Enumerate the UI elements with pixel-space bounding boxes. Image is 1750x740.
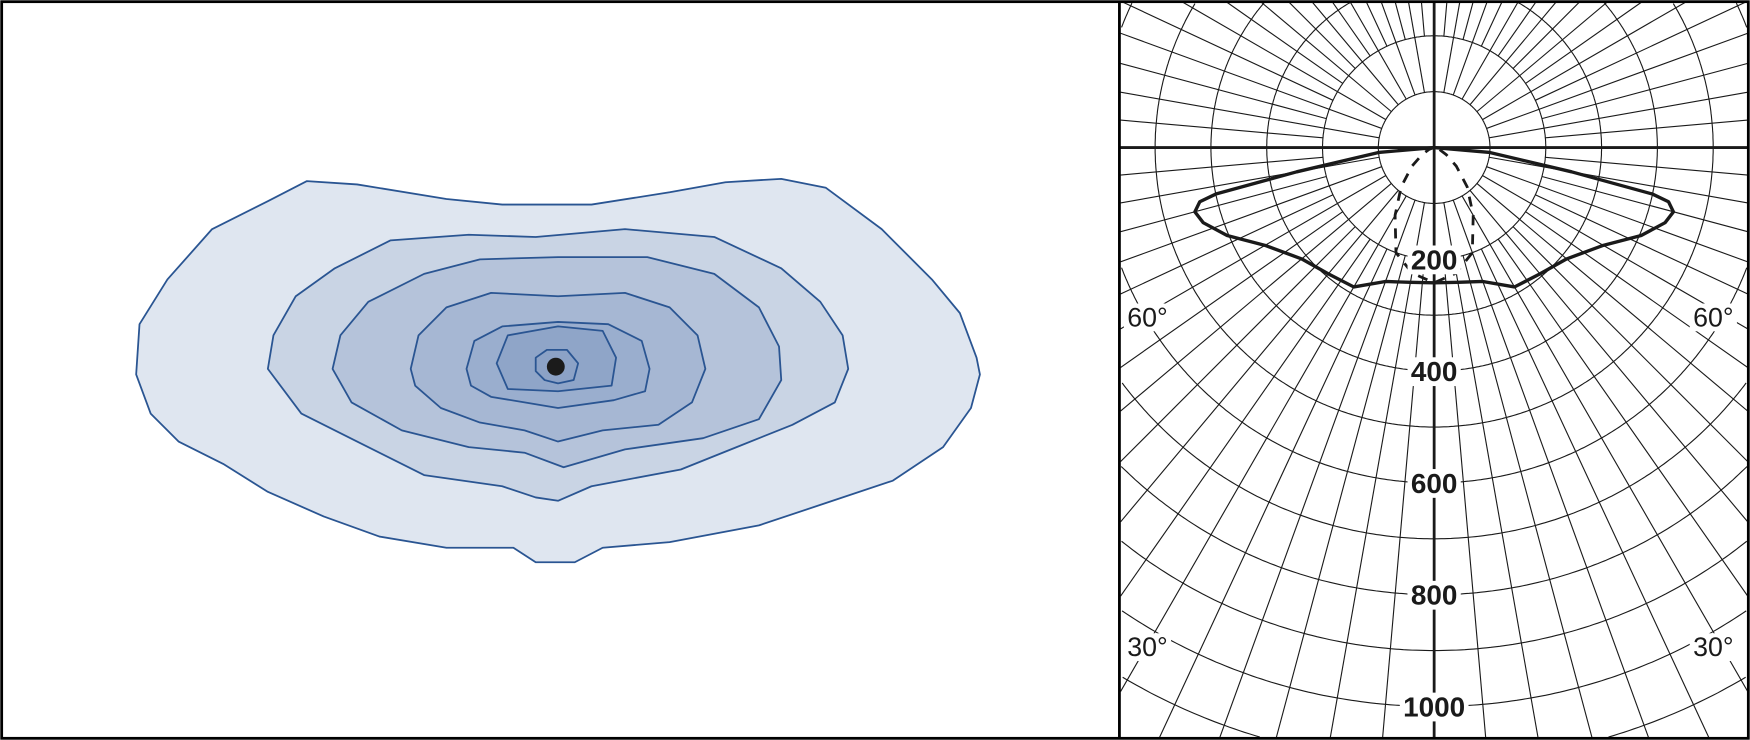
grid-ray <box>1365 2 1388 47</box>
grid-ray <box>1443 2 1448 37</box>
grid-ray <box>1120 211 1344 368</box>
grid-ray <box>1120 175 1387 330</box>
grid-ray <box>1525 2 1642 84</box>
grid-ray <box>1462 2 1474 40</box>
radial-tick-200: 200 <box>1411 244 1458 275</box>
grid-ray <box>1120 62 1327 120</box>
label-background <box>1407 357 1461 387</box>
label-background <box>1689 303 1737 332</box>
grid-ray <box>1122 2 1334 101</box>
grid-ray <box>1158 248 1388 738</box>
grid-ray <box>1349 2 1407 100</box>
grid-ray <box>1535 194 1748 295</box>
grid-ray <box>1545 156 1748 176</box>
label-background <box>1407 245 1461 275</box>
grid-ray <box>1535 2 1746 101</box>
grid-ray <box>1443 258 1487 738</box>
grid-ray <box>1380 2 1416 96</box>
grid-ray <box>1311 2 1399 106</box>
grid-ray <box>1120 119 1324 139</box>
grid-ray <box>1452 2 1488 96</box>
grid-ray <box>1120 175 1327 233</box>
angle-label-30-left: 30° <box>1127 632 1167 662</box>
label-background <box>1399 692 1469 722</box>
grid-ray <box>1476 2 1608 113</box>
grid-ray <box>1497 2 1537 57</box>
polar-grid <box>1120 2 1748 738</box>
grid-ray <box>1541 175 1748 233</box>
grid-ray <box>1480 248 1710 738</box>
intensity-curve-dashed <box>1393 146 1475 285</box>
radial-tick-1000: 1000 <box>1403 692 1465 723</box>
label-background <box>1123 303 1172 332</box>
grid-ray <box>1219 199 1416 738</box>
label-background <box>1407 469 1461 498</box>
grid-ray <box>1120 195 1407 692</box>
grid-ray <box>1182 2 1387 121</box>
grid-ray <box>1120 32 1382 129</box>
grid-ring <box>1121 2 1748 484</box>
grid-ray <box>1288 2 1356 69</box>
grid-ray <box>1469 2 1557 106</box>
radial-tick-600: 600 <box>1411 468 1458 499</box>
grid-ray <box>1497 238 1748 597</box>
label-background <box>1407 580 1461 610</box>
label-background <box>1689 633 1737 662</box>
grid-ray <box>1541 62 1748 120</box>
grid-ray <box>1489 156 1748 204</box>
grid-ray <box>1512 2 1580 69</box>
grid-ray <box>1275 255 1406 738</box>
luminaire-position-dot <box>546 357 565 376</box>
grid-ray <box>1332 2 1371 57</box>
grid-ray <box>1226 2 1344 84</box>
radial-tick-800: 800 <box>1411 580 1458 611</box>
angle-label-60-right: 60° <box>1693 302 1733 332</box>
grid-ring <box>1120 466 1748 596</box>
isolux-contour-plot <box>135 177 981 564</box>
grid-ring <box>1121 382 1747 540</box>
grid-ray <box>1486 166 1748 263</box>
grid-ray <box>1120 91 1380 139</box>
grid-ray <box>1420 2 1425 37</box>
grid-ray <box>1120 156 1380 204</box>
grid-ray <box>1120 183 1392 412</box>
grid-ray <box>1489 91 1748 139</box>
grid-ray <box>1476 183 1748 412</box>
grid-ray <box>1462 255 1593 738</box>
grid-ray <box>1469 190 1748 523</box>
grid-ray <box>1525 211 1748 368</box>
grid-ray <box>1461 195 1748 692</box>
grid-ray <box>1408 2 1426 93</box>
grid-ray <box>1382 258 1425 738</box>
radial-tick-400: 400 <box>1411 356 1458 387</box>
grid-ring <box>1122 676 1746 738</box>
intensity-curve-solid <box>1193 145 1676 289</box>
grid-ray <box>1120 190 1399 523</box>
grid-ray <box>1482 2 1686 121</box>
grid-ray <box>1120 194 1334 295</box>
grid-ray <box>1486 32 1748 129</box>
grid-ray <box>1480 2 1503 47</box>
grid-ray <box>1120 166 1382 263</box>
grid-ray <box>1120 238 1371 597</box>
grid-ring <box>1121 540 1748 652</box>
grid-ray <box>1545 119 1748 139</box>
grid-ray <box>1482 175 1748 330</box>
angle-label-60-left: 60° <box>1127 302 1167 332</box>
grid-ray <box>1443 2 1461 93</box>
grid-ray <box>1120 156 1324 176</box>
grid-ring <box>1154 3 1714 428</box>
grid-ray <box>1329 202 1426 738</box>
grid-ray <box>1461 2 1519 100</box>
grid-ray <box>1260 2 1392 113</box>
grid-ray <box>1443 202 1539 738</box>
polar-intensity-diagram: 200 400 600 800 1000 60° 60° 30° 30° <box>1120 2 1748 738</box>
label-background <box>1123 633 1172 662</box>
grid-ring <box>1210 2 1658 372</box>
angle-label-30-right: 30° <box>1693 632 1733 662</box>
grid-ray <box>1394 2 1406 40</box>
grid-ray <box>1452 199 1650 738</box>
